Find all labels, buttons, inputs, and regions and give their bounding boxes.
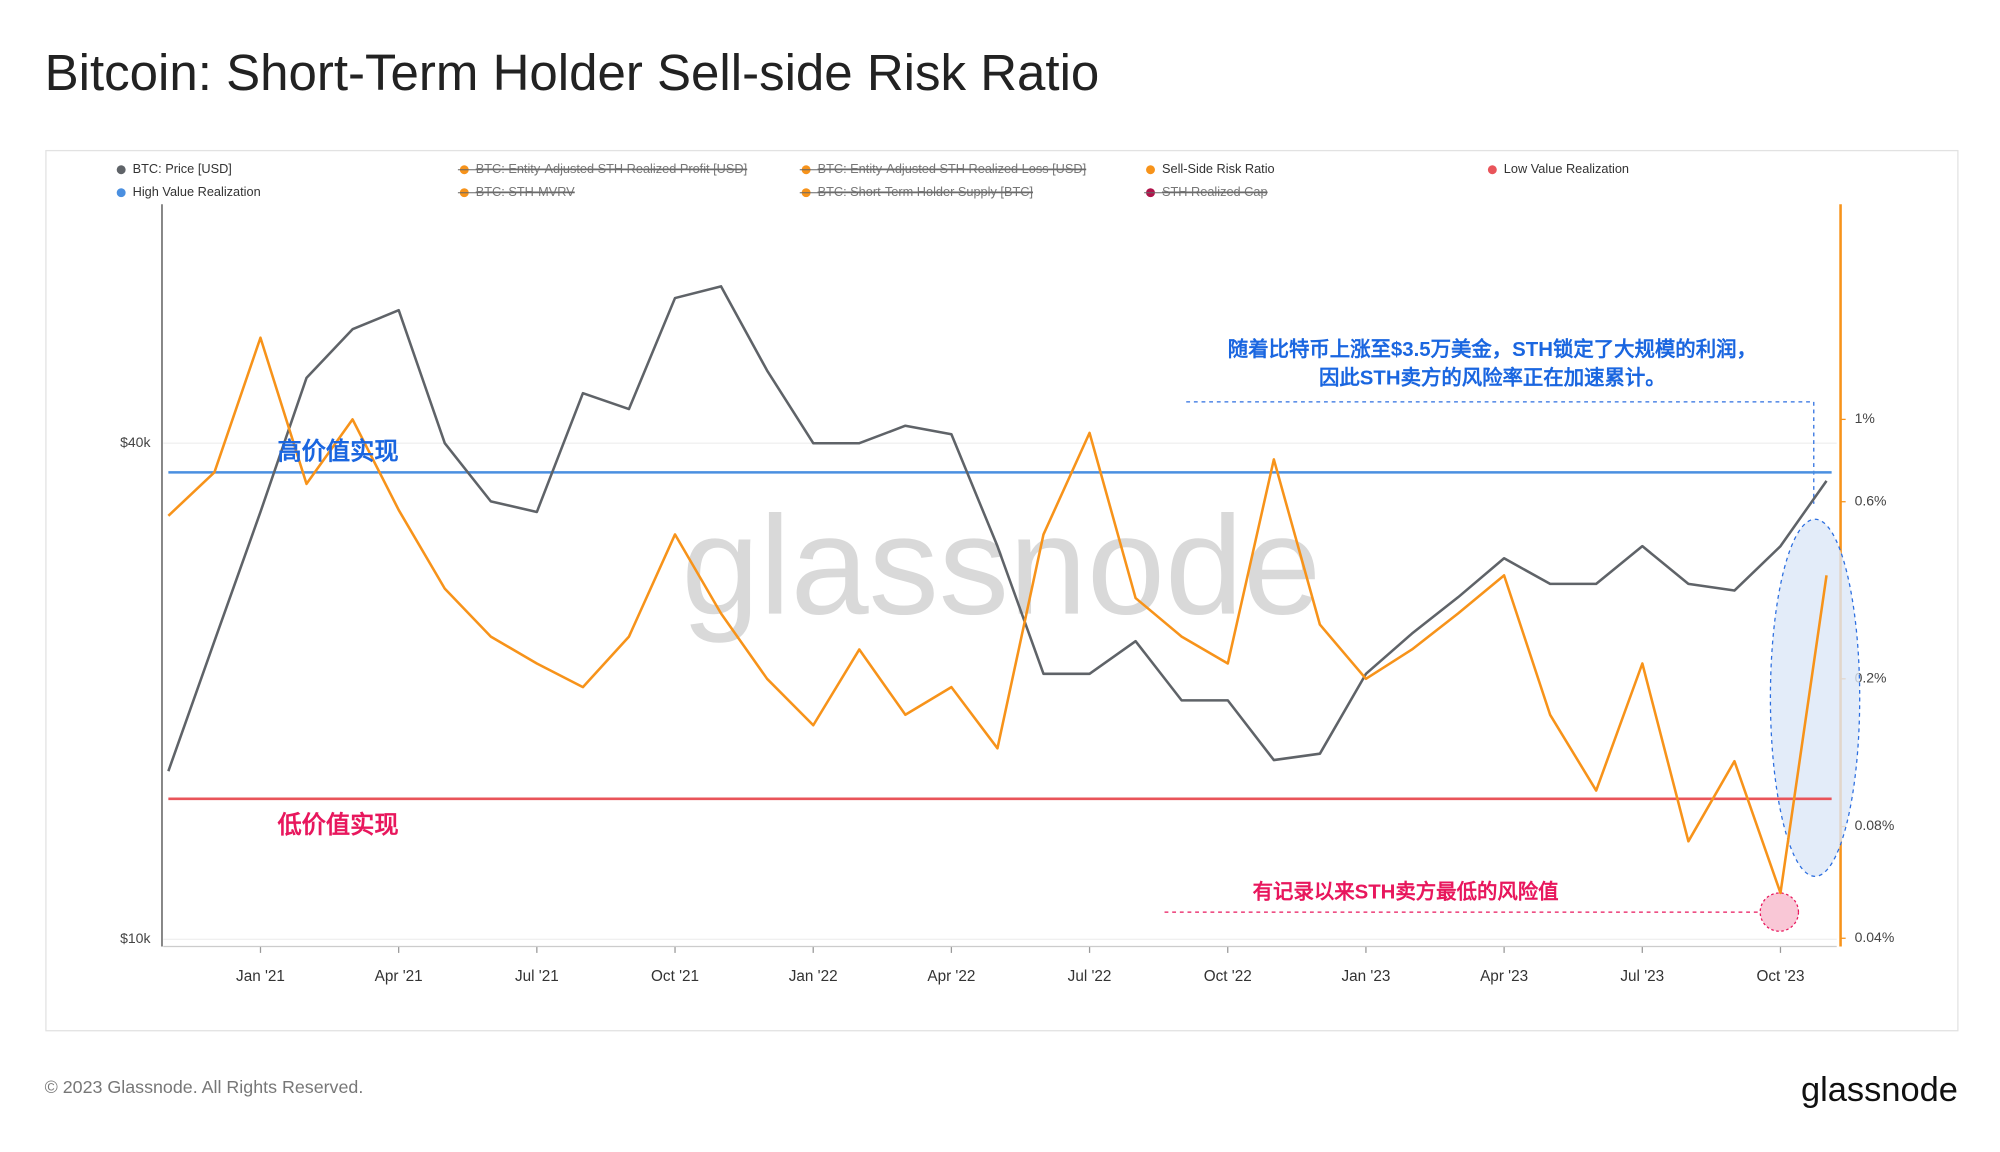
- legend-label[interactable]: BTC: STH-MVRV: [476, 184, 575, 199]
- annotation: 有记录以来STH卖方最低的风险值: [1253, 879, 1559, 903]
- legend-marker: [1487, 165, 1497, 175]
- y-tick-label: $10k: [120, 930, 151, 946]
- y2-tick-label: 0.6%: [1855, 492, 1887, 508]
- x-tick-label: Jul '23: [1620, 968, 1664, 985]
- annotation: 因此STH卖方的风险率正在加速累计。: [1319, 365, 1666, 389]
- legend-label[interactable]: High Value Realization: [133, 184, 261, 199]
- highlight-circle: [1759, 892, 1800, 932]
- annotation: 低价值实现: [276, 811, 398, 839]
- background-layer: glassnode $10k $40k 0.04% 0.08% 0.2% 0.6% 1% Jan…: [120, 204, 1894, 985]
- y2-tick-label: 0.08%: [1855, 817, 1895, 833]
- x-tick-label: Apr '21: [375, 968, 423, 985]
- chart-title: Bitcoin: Short-Term Holder Sell-side Ris…: [45, 44, 1100, 101]
- logo: glassnode: [1801, 1071, 1958, 1109]
- legend-label[interactable]: Sell-Side Risk Ratio: [1162, 161, 1275, 176]
- legend-label[interactable]: Low Value Realization: [1504, 161, 1629, 176]
- legend-marker: [116, 165, 126, 175]
- y2-tick-label: 1%: [1855, 410, 1875, 426]
- legend-label[interactable]: BTC: Entity-Adjusted STH Realized Profit…: [476, 161, 747, 176]
- annotation: 随着比特币上涨至$3.5万美金，STH锁定了大规模的利润，: [1228, 337, 1757, 361]
- x-tick-label: Oct '23: [1756, 968, 1804, 985]
- legend-marker: [116, 188, 126, 198]
- plot-layer: [167, 285, 1832, 895]
- x-tick-label: Oct '22: [1204, 968, 1252, 985]
- x-tick-label: Apr '23: [1480, 968, 1528, 985]
- legend-label[interactable]: STH Realized Cap: [1162, 184, 1268, 199]
- x-tick-label: Jan '21: [236, 968, 285, 985]
- watermark: glassnode: [681, 487, 1321, 644]
- legend-label[interactable]: BTC: Entity-Adjusted STH Realized Loss […: [818, 161, 1087, 176]
- annotation: 高价值实现: [277, 437, 398, 465]
- highlight-ellipse: [1769, 518, 1861, 878]
- x-tick-label: Oct '21: [651, 968, 699, 985]
- chart-frame: [45, 149, 1959, 1032]
- x-tick-label: Apr '22: [927, 968, 975, 985]
- x-tick-label: Jan '22: [789, 968, 838, 985]
- y-tick-label: $40k: [120, 434, 151, 450]
- legend-label[interactable]: BTC: Price [USD]: [133, 161, 232, 176]
- y2-tick-label: 0.04%: [1855, 929, 1895, 945]
- series-line: [167, 285, 1828, 772]
- legend-label[interactable]: BTC: Short-Term Holder Supply [BTC]: [818, 184, 1033, 199]
- legend-marker: [1146, 165, 1155, 175]
- copyright: © 2023 Glassnode. All Rights Reserved.: [45, 1077, 364, 1097]
- callout-line: [1186, 401, 1815, 504]
- x-tick-label: Jul '21: [515, 968, 559, 985]
- x-tick-label: Jan '23: [1342, 968, 1391, 985]
- series-line: [167, 336, 1828, 895]
- x-tick-label: Jul '22: [1068, 968, 1112, 985]
- y2-tick-label: 0.2%: [1855, 670, 1887, 686]
